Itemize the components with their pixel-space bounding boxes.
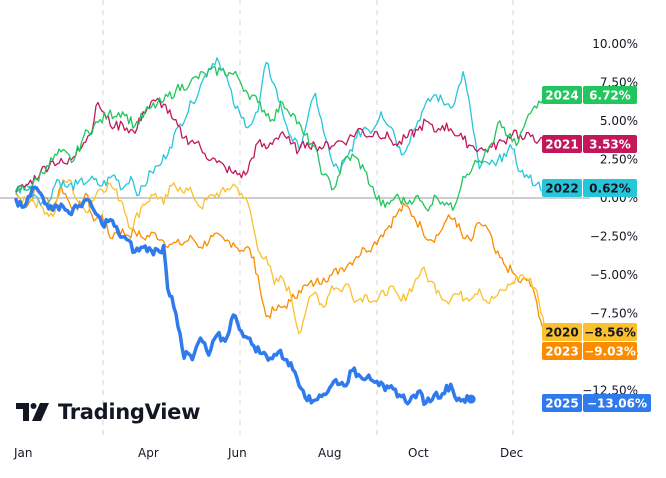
- x-tick-label: Oct: [408, 446, 429, 460]
- badge-year-bg: [542, 179, 582, 197]
- series-line-2023: [15, 185, 546, 338]
- badge-value-label: −8.56%: [584, 326, 636, 340]
- x-tick-label: Aug: [318, 446, 341, 460]
- value-badges: 2024 6.72%2021 3.53%2022 0.62%2020 −8.56%202…: [542, 86, 651, 412]
- value-badge-2020: 2020 −8.56%: [542, 323, 637, 341]
- series-lines: [14, 57, 546, 407]
- badge-value-bg: [583, 394, 651, 412]
- badge-value-bg: [583, 323, 637, 341]
- badge-value-bg: [583, 342, 637, 360]
- y-tick-label: −2.50%: [590, 230, 638, 244]
- value-badge-2023: 2023 −9.03%: [542, 342, 637, 360]
- y-tick-label: 10.00%: [592, 37, 638, 51]
- y-tick-label: 5.00%: [600, 114, 638, 128]
- badge-year-label: 2021: [545, 138, 578, 152]
- badge-year-label: 2020: [545, 326, 578, 340]
- badge-value-label: −13.06%: [587, 397, 647, 411]
- badge-year-bg: [542, 342, 582, 360]
- x-tick-label: Dec: [500, 446, 523, 460]
- badge-value-bg: [583, 86, 637, 104]
- badge-year-bg: [542, 86, 582, 104]
- badge-year-label: 2023: [545, 345, 578, 359]
- value-badge-2025: 2025 −13.06%: [542, 394, 651, 412]
- y-tick-label: 2.50%: [600, 153, 638, 167]
- series-line-2021: [15, 97, 546, 193]
- value-badge-2024: 2024 6.72%: [542, 86, 637, 104]
- series-line-2024: [15, 65, 546, 212]
- value-badge-2021: 2021 3.53%: [542, 135, 637, 153]
- badge-value-bg: [583, 135, 637, 153]
- series-line-2020: [15, 178, 546, 335]
- badge-year-bg: [542, 323, 582, 341]
- x-tick-label: Apr: [138, 446, 159, 460]
- badge-year-label: 2024: [545, 89, 578, 103]
- x-tick-label: Jan: [13, 446, 33, 460]
- x-tick-label: Jun: [227, 446, 247, 460]
- series-end-marker-2025: [466, 394, 476, 404]
- tradingview-logo-text: TradingView: [58, 400, 201, 424]
- badge-year-bg: [542, 135, 582, 153]
- badge-value-bg: [583, 179, 637, 197]
- badge-year-label: 2022: [545, 182, 578, 196]
- x-axis: Jan Apr Jun Aug Oct Dec: [13, 446, 523, 460]
- badge-value-label: 6.72%: [589, 89, 631, 103]
- badge-value-label: 3.53%: [589, 138, 631, 152]
- badge-year-bg: [542, 394, 582, 412]
- series-line-2025: [14, 185, 473, 407]
- badge-value-label: −9.03%: [584, 345, 636, 359]
- series-line-2022: [15, 57, 546, 206]
- y-tick-label: −5.00%: [590, 268, 638, 282]
- tradingview-logo[interactable]: TradingView: [16, 399, 200, 425]
- y-tick-label: −7.50%: [590, 307, 638, 321]
- badge-year-label: 2025: [545, 397, 578, 411]
- tradingview-logo-icon: [16, 403, 49, 421]
- value-badge-2022: 2022 0.62%: [542, 179, 637, 197]
- badge-value-label: 0.62%: [589, 182, 631, 196]
